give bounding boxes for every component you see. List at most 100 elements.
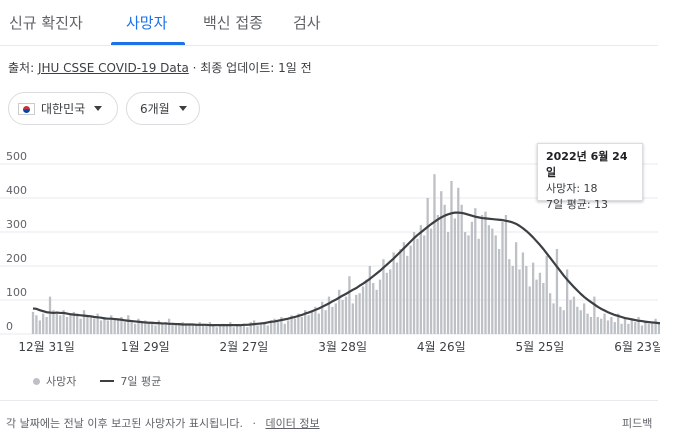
data-bar (256, 325, 259, 334)
tab-new-cases[interactable]: 신규 확진자 (9, 14, 83, 32)
data-bar (314, 306, 317, 334)
data-bar (201, 323, 205, 334)
data-bar (470, 221, 474, 334)
data-bar (76, 313, 79, 334)
x-tick-label: 5월 25일 (516, 340, 565, 354)
data-bar (474, 208, 477, 334)
data-bar (467, 235, 470, 334)
data-bar (307, 315, 310, 334)
country-select-label: 대한민국 (41, 102, 86, 116)
tab-tests[interactable]: 검사 (293, 14, 321, 32)
legend-deaths: 사망자 (46, 375, 77, 388)
data-bar (368, 266, 371, 334)
data-bar (433, 174, 436, 334)
data-bar (174, 325, 178, 334)
data-bar (116, 320, 120, 334)
data-bar (436, 215, 440, 334)
data-bar (596, 317, 599, 334)
source-link[interactable]: JHU CSSE COVID-19 Data (37, 61, 189, 75)
data-bar (171, 323, 174, 334)
period-select[interactable]: 6개월 (126, 92, 200, 125)
data-bar (426, 198, 429, 334)
data-bar (378, 279, 382, 334)
data-bar (463, 232, 467, 334)
data-bar (518, 269, 521, 334)
data-bar (491, 228, 494, 334)
data-bar (525, 266, 528, 334)
y-tick-label: 200 (6, 252, 27, 265)
data-bar (218, 325, 222, 334)
data-bar (457, 187, 460, 334)
data-bar (477, 238, 480, 334)
data-bar (290, 315, 293, 334)
average-line (32, 211, 660, 327)
data-bar (222, 323, 225, 334)
chart-legend: 사망자 7일 평균 (33, 373, 161, 389)
bar-legend-swatch (33, 377, 40, 385)
data-bar (361, 286, 365, 334)
data-bar (123, 322, 127, 334)
data-bar (480, 215, 484, 334)
data-bar (137, 318, 140, 334)
data-bar (324, 310, 327, 334)
data-bar (528, 286, 531, 334)
data-bar (157, 320, 161, 334)
tab-deaths[interactable]: 사망자 (126, 14, 168, 32)
data-bar (487, 225, 491, 334)
data-bar (232, 327, 235, 334)
data-bar (167, 318, 171, 334)
data-bar (446, 232, 450, 334)
tab-vaccinations[interactable]: 백신 접종 (203, 14, 263, 32)
x-tick-label: 2월 27일 (220, 340, 269, 354)
data-bar (178, 323, 181, 334)
data-bar (395, 262, 399, 334)
data-bar (35, 315, 38, 334)
data-bar (382, 259, 385, 334)
data-bar (579, 310, 582, 334)
data-bar (273, 318, 276, 334)
data-bar (351, 303, 354, 334)
data-bar (583, 303, 586, 334)
data-bar (293, 318, 297, 334)
data-bar (443, 204, 446, 334)
data-bar (508, 259, 511, 334)
data-bar (562, 310, 565, 334)
data-bar (304, 310, 307, 334)
x-tick-label: 12월 31일 (18, 340, 74, 354)
country-select[interactable]: 대한민국 (8, 92, 118, 125)
data-bar (331, 306, 334, 334)
data-bar (358, 293, 361, 334)
data-bar (412, 232, 416, 334)
data-bar (79, 318, 82, 334)
data-bar (181, 322, 184, 334)
data-bar (603, 313, 606, 334)
source-prefix: 출처: (8, 61, 35, 75)
x-tick-label: 3월 28일 (318, 340, 367, 354)
y-tick-label: 500 (6, 150, 27, 163)
data-bar (225, 325, 229, 334)
data-bar (385, 272, 388, 334)
x-tick-label: 1월 29일 (121, 340, 170, 354)
data-bar (154, 325, 157, 334)
data-bar (651, 322, 654, 334)
footer-note: 각 날짜에는 전날 이후 보고된 사망자가 표시됩니다. · 데이터 정보 (6, 415, 320, 431)
data-bar (283, 323, 286, 334)
data-info-link[interactable]: 데이터 정보 (265, 417, 320, 430)
data-bar (212, 325, 215, 334)
data-bar (334, 303, 337, 334)
data-bar (52, 310, 55, 334)
tooltip-deaths: 사망자: 18 (546, 182, 598, 195)
feedback-link[interactable]: 피드백 (622, 417, 653, 430)
data-bar (637, 317, 640, 334)
data-bar (630, 320, 633, 334)
data-bar (521, 252, 525, 334)
data-bar (416, 238, 419, 334)
data-bar (297, 313, 300, 334)
data-bar (198, 322, 201, 334)
data-bar (613, 322, 616, 334)
data-bar (69, 315, 72, 334)
data-bar (644, 320, 647, 334)
data-bar (252, 320, 256, 334)
data-bar (535, 279, 538, 334)
data-bar (59, 315, 62, 334)
